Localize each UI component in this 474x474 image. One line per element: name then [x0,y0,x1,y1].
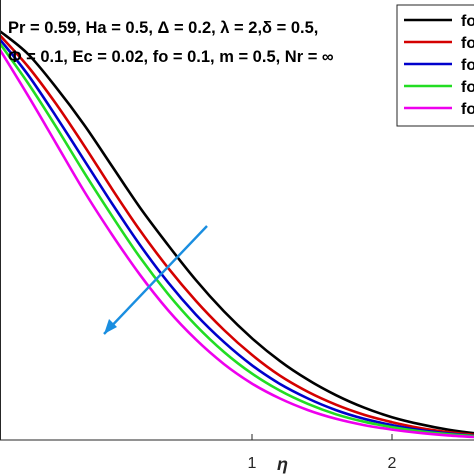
series-line-4 [0,42,474,438]
parameter-annotation: Pr = 0.59, Ha = 0.5, Δ = 0.2, λ = 2,δ = … [8,19,334,66]
annotation-arrow [103,225,208,335]
series-line-1 [0,30,474,435]
legend-label-5: fo [461,101,474,118]
series-lines [0,30,474,439]
legend-label-3: fo [461,57,474,74]
series-line-2 [0,34,474,437]
legend-box [396,4,474,127]
legend-label-2: fo [461,35,474,52]
series-line-3 [0,38,474,438]
legend-label-4: fo [461,79,474,96]
legend: fo fo fo fo fo [396,4,474,127]
x-tick-label: 1 [248,455,257,472]
series-line-5 [0,49,474,439]
x-tick-label: 2 [388,455,397,472]
annotation-line-2: Φ = 0.1, Ec = 0.02, fo = 0.1, m = 0.5, N… [8,48,334,66]
legend-label-1: fo [461,13,474,30]
x-axis-label: η [277,454,288,474]
annotation-line-1: Pr = 0.59, Ha = 0.5, Δ = 0.2, λ = 2,δ = … [8,19,318,37]
x-axis: 123 η [0,434,474,474]
